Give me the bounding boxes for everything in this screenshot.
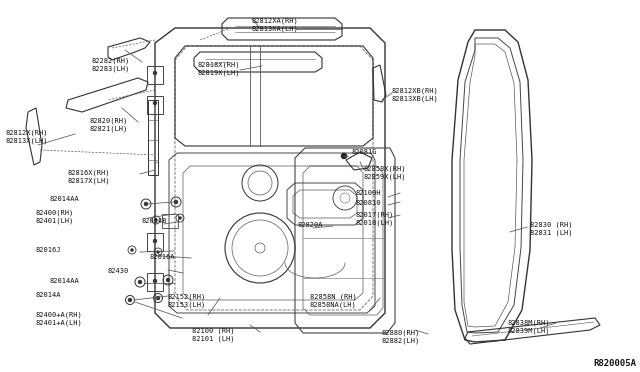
Circle shape [157, 250, 159, 253]
Text: 82014AA: 82014AA [50, 196, 80, 202]
Text: 82400(RH)
82401(LH): 82400(RH) 82401(LH) [35, 210, 73, 224]
Circle shape [131, 248, 134, 251]
Circle shape [153, 71, 157, 75]
Text: 82820(RH)
82821(LH): 82820(RH) 82821(LH) [90, 118, 128, 132]
Text: 82816X(RH)
82817X(LH): 82816X(RH) 82817X(LH) [68, 170, 111, 184]
Text: 82016A: 82016A [150, 254, 175, 260]
Circle shape [179, 217, 182, 219]
Text: 82858N (RH)
82858NA(LH): 82858N (RH) 82858NA(LH) [310, 294, 356, 308]
Text: 82017(RH)
82018(LH): 82017(RH) 82018(LH) [356, 212, 394, 226]
Text: 82100 (RH)
82101 (LH): 82100 (RH) 82101 (LH) [192, 328, 234, 342]
Text: 82820A: 82820A [298, 222, 323, 228]
Circle shape [166, 278, 170, 282]
Text: 82858X(RH)
82859X(LH): 82858X(RH) 82859X(LH) [364, 166, 406, 180]
Circle shape [154, 218, 157, 221]
Text: R820005A: R820005A [593, 359, 636, 368]
Circle shape [153, 279, 157, 283]
Circle shape [341, 153, 347, 159]
Text: 82880(RH)
82882(LH): 82880(RH) 82882(LH) [382, 330, 420, 344]
Text: 82400+A(RH)
82401+A(LH): 82400+A(RH) 82401+A(LH) [35, 312, 82, 326]
Circle shape [153, 239, 157, 243]
Text: 82014A: 82014A [35, 292, 61, 298]
Text: 82812XA(RH)
82813XA(LH): 82812XA(RH) 82813XA(LH) [252, 18, 299, 32]
Text: 82152(RH)
82153(LH): 82152(RH) 82153(LH) [168, 294, 206, 308]
Text: 82081G: 82081G [352, 149, 378, 155]
Circle shape [174, 200, 178, 204]
Text: 820810: 820810 [356, 200, 381, 206]
Circle shape [138, 280, 142, 284]
Text: 82100H: 82100H [356, 190, 381, 196]
Circle shape [144, 202, 148, 206]
Text: 82818X(RH)
82819X(LH): 82818X(RH) 82819X(LH) [198, 62, 241, 76]
Circle shape [128, 298, 132, 302]
Text: 82812XB(RH)
82813XB(LH): 82812XB(RH) 82813XB(LH) [392, 88, 439, 102]
Text: 82812X(RH)
82813X(LH): 82812X(RH) 82813X(LH) [5, 130, 47, 144]
Text: 82014AA: 82014AA [50, 278, 80, 284]
Text: 82016J: 82016J [35, 247, 61, 253]
Text: 82014B: 82014B [142, 218, 168, 224]
Circle shape [156, 296, 160, 300]
Text: 82430: 82430 [108, 268, 129, 274]
Text: 82282(RH)
82283(LH): 82282(RH) 82283(LH) [92, 58, 131, 72]
Text: 82830 (RH)
82831 (LH): 82830 (RH) 82831 (LH) [530, 222, 573, 236]
Text: 82838M(RH)
82839M(LH): 82838M(RH) 82839M(LH) [508, 320, 550, 334]
Circle shape [153, 101, 157, 105]
